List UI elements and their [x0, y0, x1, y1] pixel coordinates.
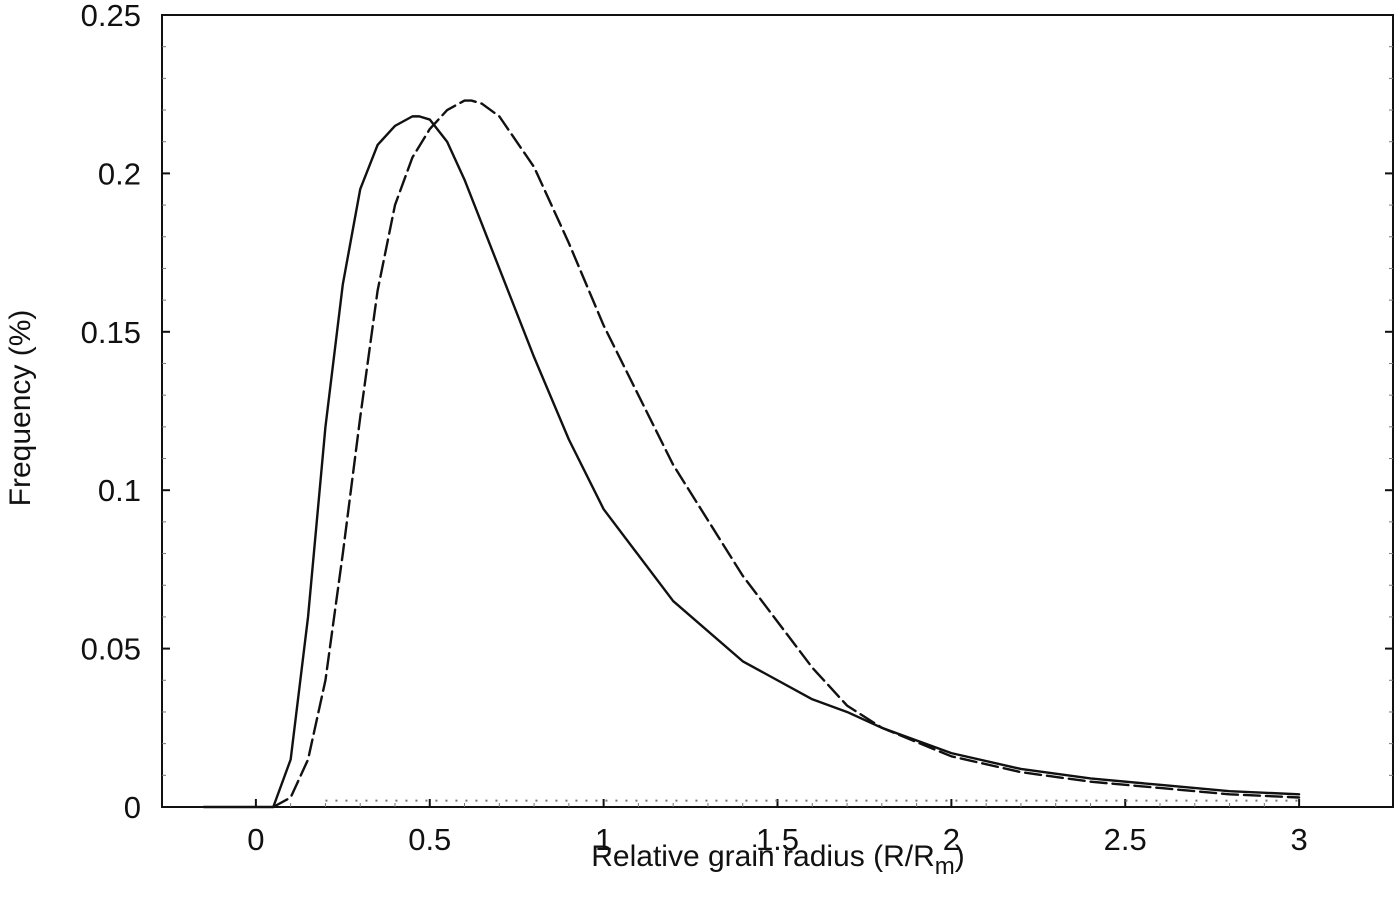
solid-series-line: [202, 115, 1301, 809]
x-tick-label: 3: [1290, 822, 1307, 857]
x-tick-label: 2.5: [1104, 822, 1147, 857]
x-tick-label: 1.5: [756, 822, 799, 857]
series-group: [202, 99, 1301, 809]
x-tick-label: 0.5: [408, 822, 451, 857]
x-axis-label-close: ): [955, 840, 965, 873]
y-tick-label: 0.1: [98, 473, 141, 508]
major-tick-group: [162, 14, 1393, 808]
x-axis-label-subscript: m: [935, 853, 955, 880]
x-tick-label: 2: [943, 822, 960, 857]
x-tick-label: 1: [595, 822, 612, 857]
x-axis-label-main: Relative grain radius (R/R: [591, 840, 934, 873]
dashed-series-line: [272, 99, 1301, 809]
y-tick-label: 0: [124, 790, 141, 825]
y-tick-label: 0.2: [98, 156, 141, 191]
x-tick-label: 0: [247, 822, 264, 857]
x-tick-label-group: 0 0.5 1 1.5 2 2.5 3: [247, 822, 1307, 857]
y-tick-label: 0.05: [81, 632, 141, 667]
y-tick-label: 0.15: [81, 315, 141, 350]
y-axis-label: Frequency (%): [4, 310, 37, 507]
y-tick-label: 0.25: [81, 0, 141, 33]
y-tick-label-group: 0 0.05 0.1 0.15 0.2 0.25: [81, 0, 141, 825]
x-axis-label: Relative grain radius (R/Rm): [591, 840, 964, 880]
